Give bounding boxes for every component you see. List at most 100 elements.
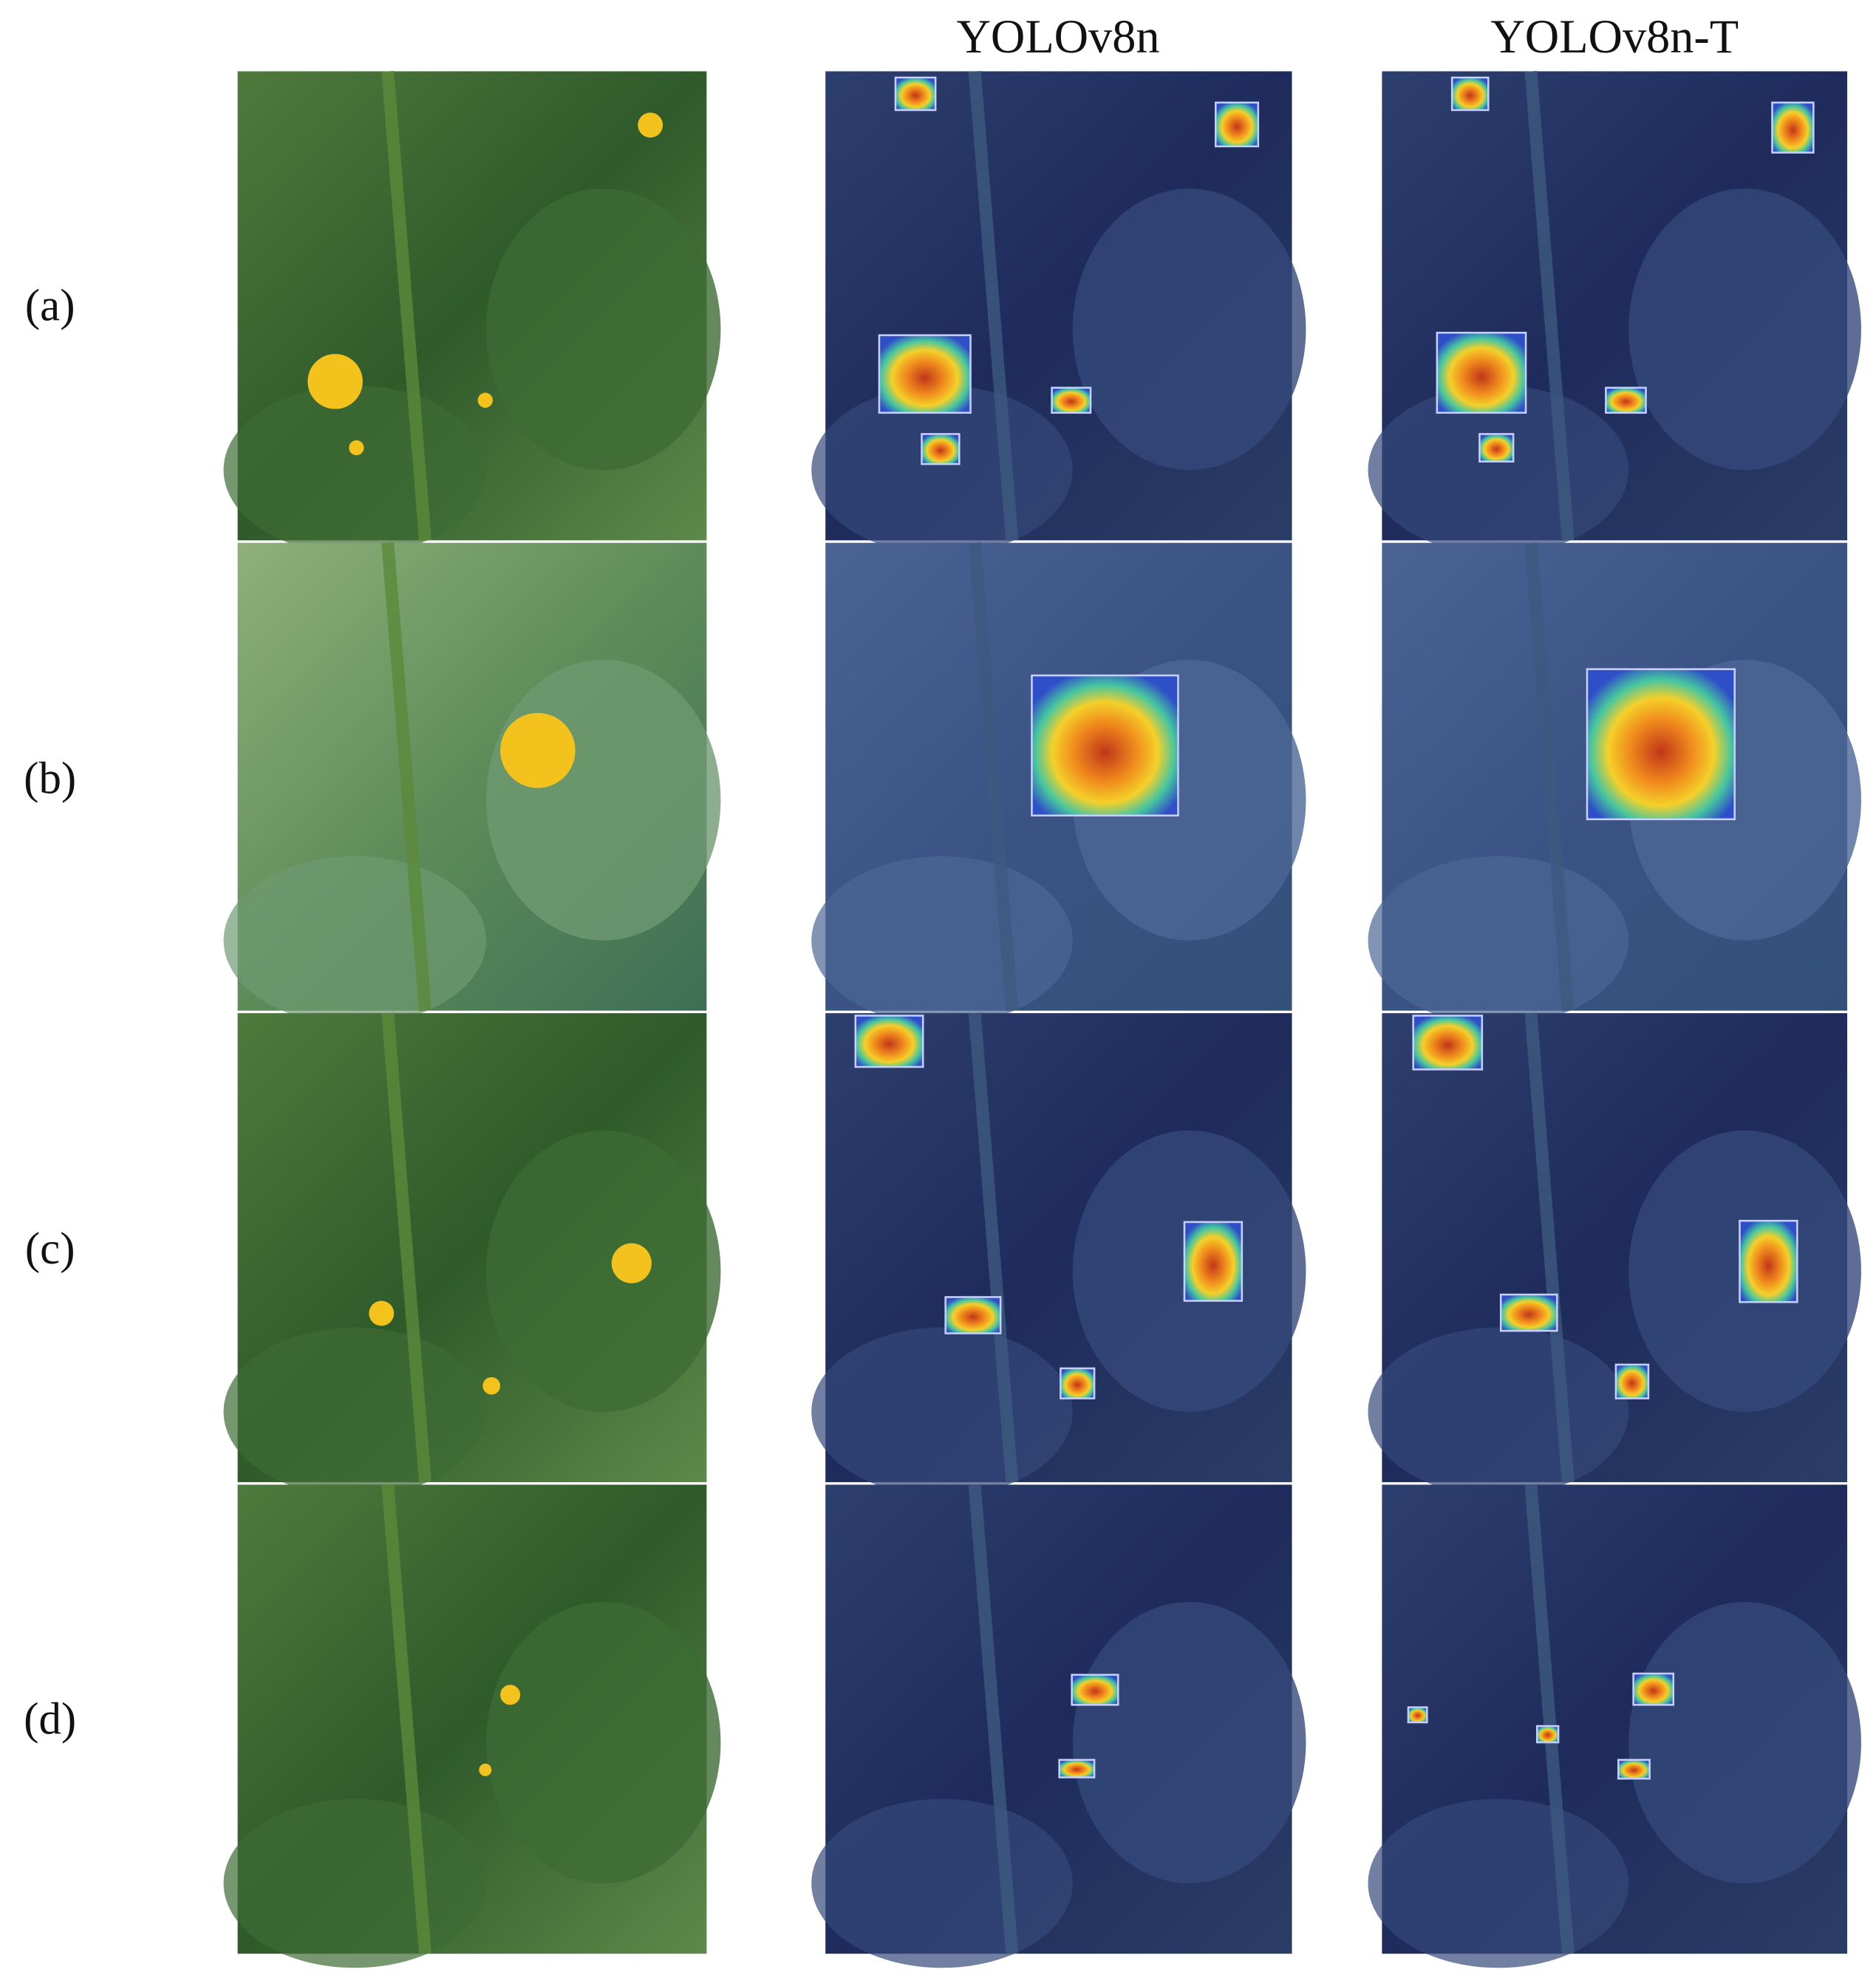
detection-heatmap: [1615, 1364, 1648, 1399]
detection-heatmap: [1436, 332, 1527, 413]
leaf: [486, 659, 721, 941]
detection-box: [1632, 1672, 1675, 1706]
detection-heatmap: [1184, 1221, 1242, 1301]
detection-heatmap: [1059, 1759, 1095, 1778]
flower: [638, 112, 664, 138]
flower: [369, 1300, 395, 1326]
leaf: [1072, 188, 1306, 471]
detection-box: [1071, 1674, 1119, 1706]
detection-heatmap: [1452, 77, 1489, 110]
detection-heatmap: [1606, 387, 1646, 413]
detection-heatmap: [1051, 387, 1091, 413]
leaf: [1628, 188, 1861, 471]
detection-heatmap: [1060, 1368, 1095, 1399]
leaf: [811, 1798, 1073, 1968]
flower: [479, 1763, 492, 1776]
detection-box: [1499, 1293, 1558, 1332]
detection-box: [1536, 1725, 1560, 1744]
detection-box: [1617, 1759, 1651, 1780]
detection-box: [1183, 1221, 1244, 1302]
detection-heatmap: [855, 1015, 924, 1067]
detection-box: [1031, 674, 1179, 817]
detection-box: [944, 1296, 1002, 1334]
detection-box: [1586, 668, 1736, 821]
detection-box: [1605, 386, 1647, 414]
detection-box: [854, 1014, 924, 1068]
leaf: [223, 1798, 487, 1968]
flower: [477, 392, 493, 408]
leaf: [811, 856, 1073, 1025]
flower: [307, 354, 363, 409]
detection-box: [1436, 332, 1527, 414]
detection-box: [1060, 1367, 1096, 1399]
detection-box: [1412, 1014, 1484, 1071]
row-label: (a): [25, 281, 75, 330]
stem: [968, 1012, 1019, 1483]
detection-heatmap: [1618, 1759, 1650, 1779]
detection-box: [1215, 101, 1260, 148]
detection-heatmap: [921, 434, 960, 465]
stem: [1524, 70, 1575, 541]
leaf: [1072, 1602, 1306, 1883]
detection-heatmap: [1031, 675, 1179, 816]
detection-heatmap: [1408, 1707, 1428, 1723]
detection-heatmap: [879, 335, 971, 413]
stem: [968, 542, 1019, 1012]
stem: [1524, 1012, 1575, 1483]
detection-heatmap: [895, 77, 936, 110]
detection-box: [1771, 101, 1815, 154]
detection-heatmap: [1537, 1726, 1559, 1743]
detection-heatmap: [1772, 102, 1814, 153]
detection-box: [921, 433, 961, 465]
leaf: [223, 856, 487, 1025]
detection-heatmap: [1413, 1015, 1482, 1070]
leaf: [486, 1602, 721, 1883]
leaf: [1368, 856, 1629, 1025]
detection-heatmap: [1501, 1295, 1558, 1331]
row-label: (b): [24, 754, 76, 803]
leaf: [1368, 1327, 1629, 1497]
leaf: [811, 1327, 1073, 1497]
detection-box: [894, 76, 937, 112]
stem: [968, 70, 1019, 541]
stem: [1524, 542, 1575, 1012]
detection-heatmap: [1739, 1221, 1798, 1303]
leaf: [486, 188, 721, 471]
detection-heatmap: [1071, 1674, 1119, 1705]
detection-box: [1614, 1363, 1650, 1399]
detection-heatmap: [1586, 669, 1735, 819]
row-label: (c): [25, 1224, 75, 1274]
detection-heatmap: [945, 1297, 1001, 1334]
row-label: (d): [24, 1694, 76, 1744]
column-title: YOLOv8n-T: [1490, 10, 1739, 63]
detection-box: [1450, 76, 1490, 112]
flower: [500, 1685, 521, 1705]
flower: [482, 1377, 501, 1395]
detection-box: [1407, 1706, 1428, 1724]
panel-grid: [223, 70, 1861, 1968]
flower: [349, 440, 364, 456]
stem: [381, 542, 432, 1012]
leaf: [1628, 1602, 1861, 1883]
flower: [611, 1243, 652, 1283]
stem: [1524, 1484, 1575, 1954]
detection-box: [1051, 386, 1092, 414]
leaf: [223, 1327, 487, 1497]
leaf: [486, 1130, 721, 1412]
column-title: YOLOv8n: [956, 10, 1159, 63]
flower: [500, 712, 576, 788]
detection-box: [1058, 1759, 1096, 1778]
leaf: [1368, 1798, 1629, 1968]
detection-box: [878, 334, 972, 414]
leaf: [223, 385, 487, 555]
detection-heatmap: [1633, 1674, 1674, 1705]
detection-box: [1739, 1219, 1798, 1303]
stem: [381, 1012, 432, 1483]
detection-heatmap: [1215, 102, 1258, 147]
stem: [381, 70, 432, 541]
stem: [381, 1484, 432, 1954]
stem: [968, 1484, 1019, 1954]
detection-box: [1478, 433, 1515, 463]
detection-heatmap: [1479, 434, 1514, 462]
